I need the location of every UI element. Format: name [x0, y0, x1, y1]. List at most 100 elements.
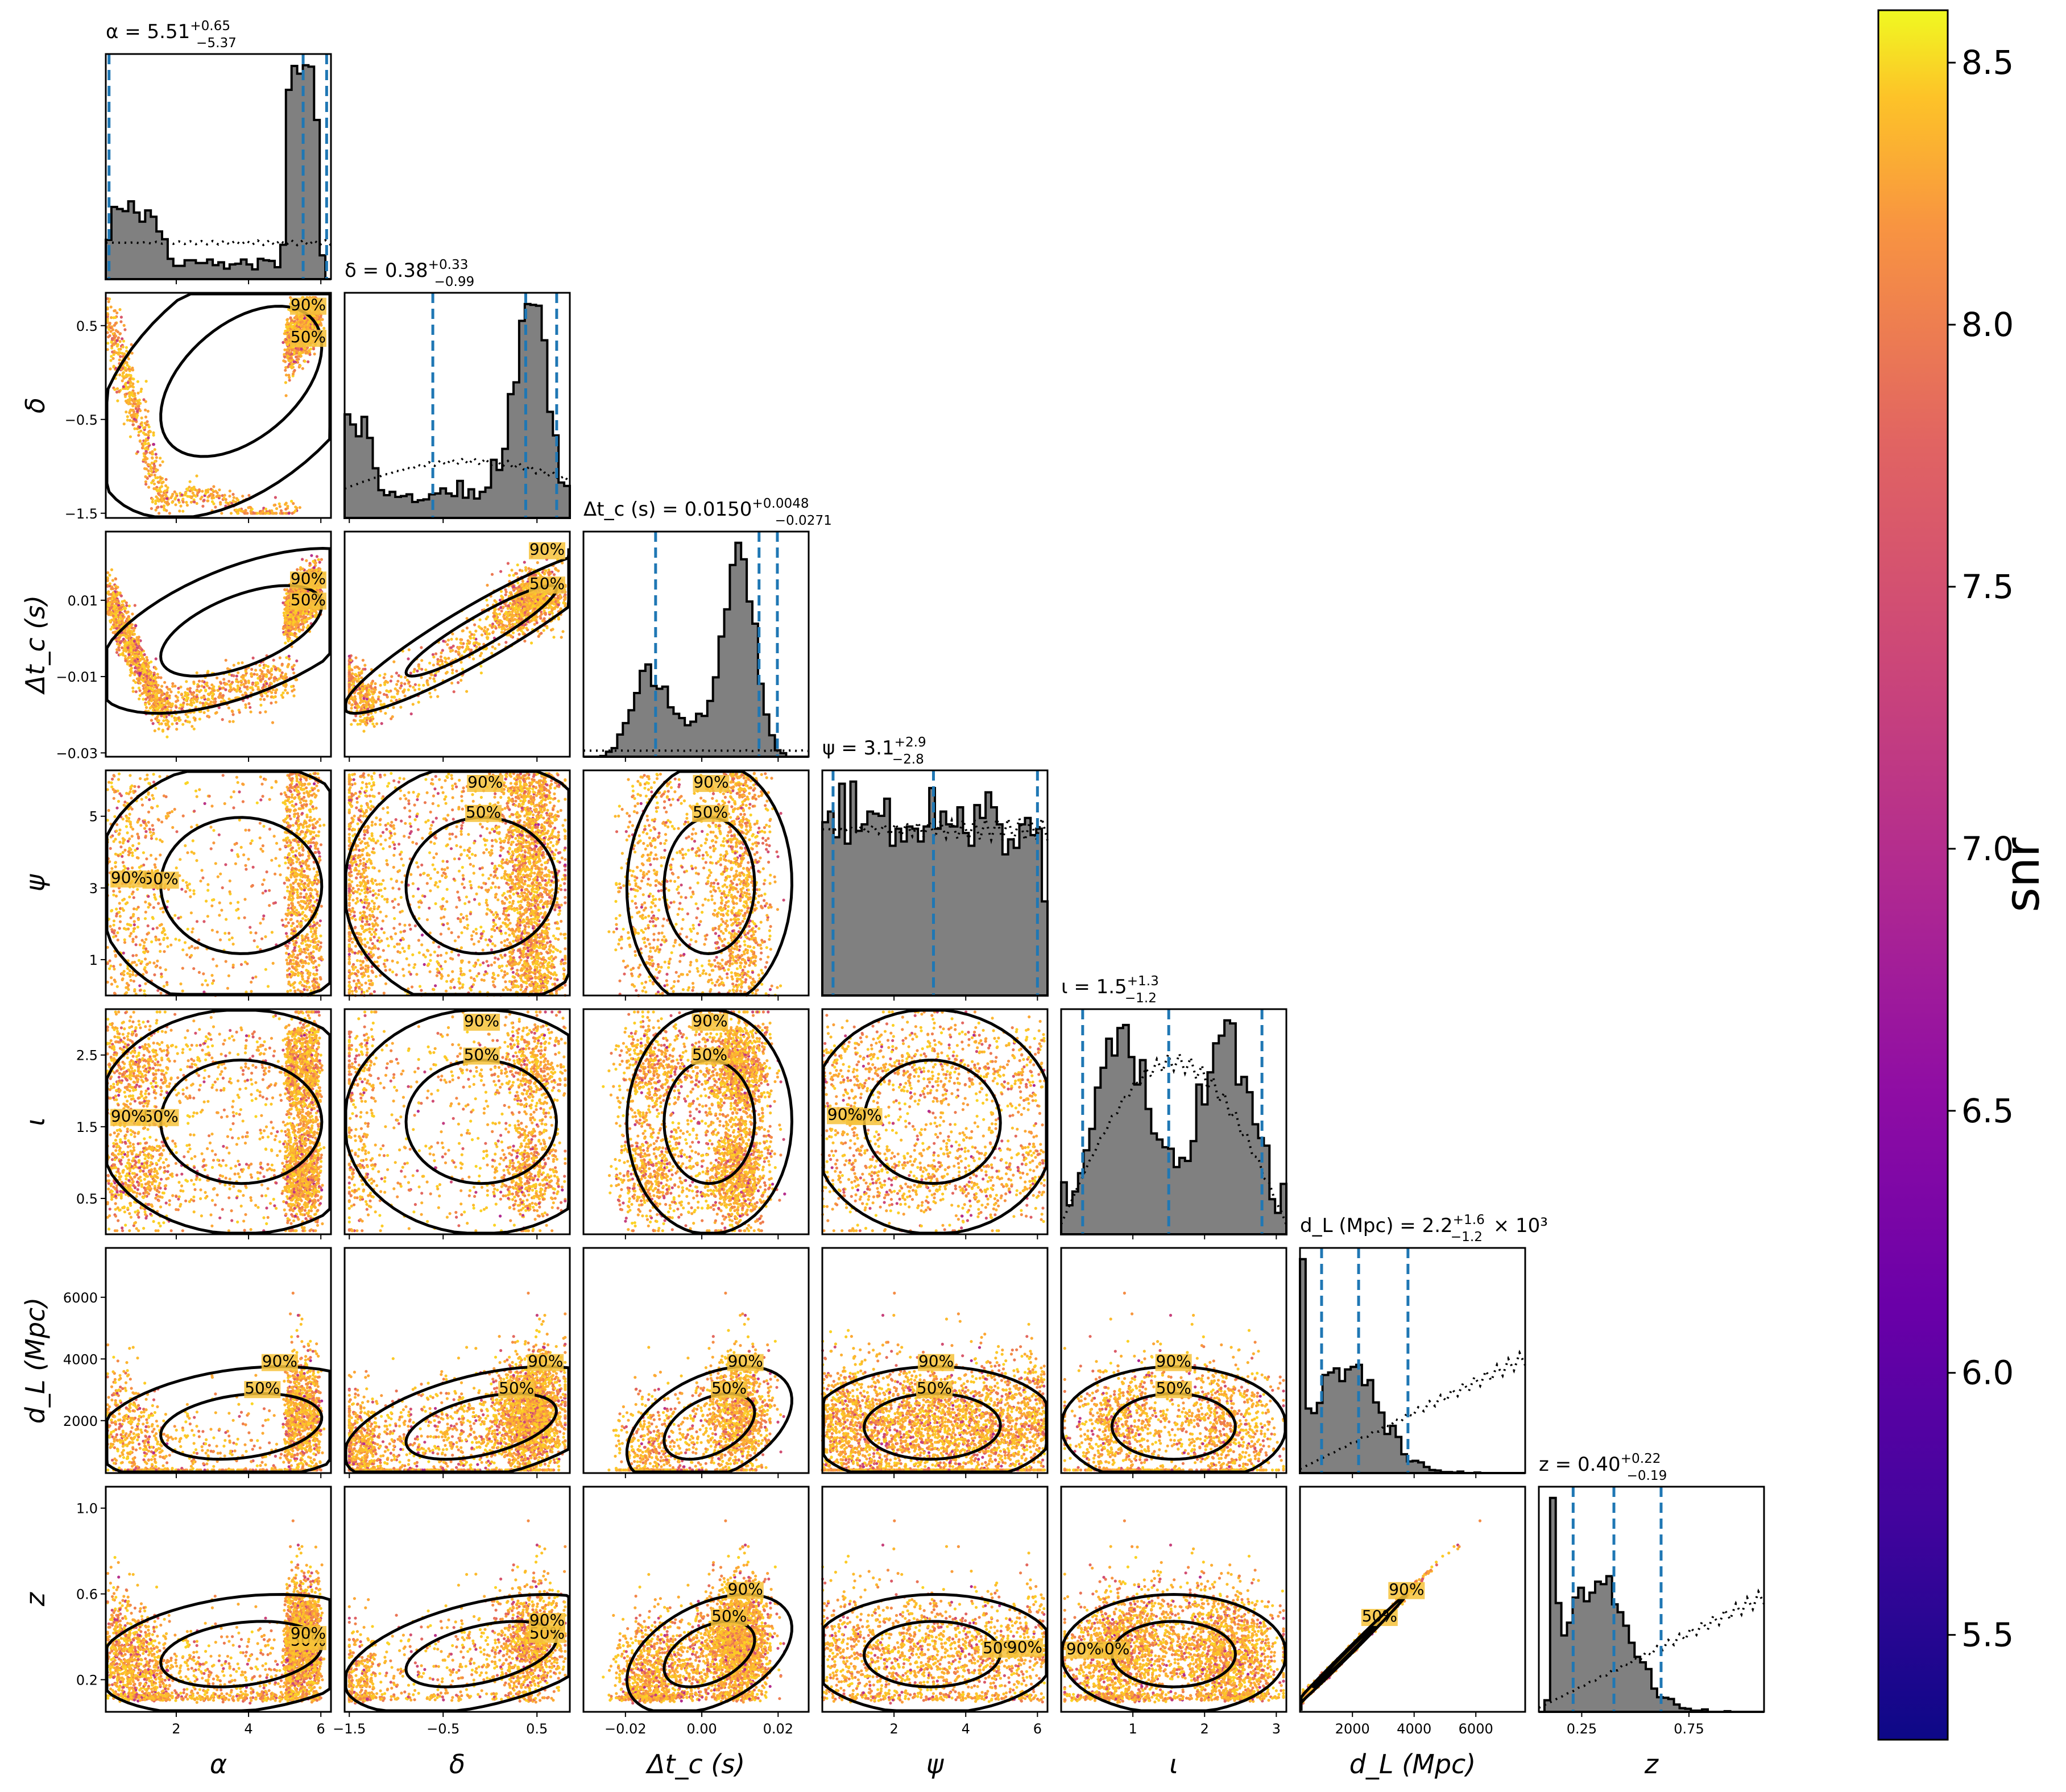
- sample-point: [206, 698, 209, 702]
- sample-point: [237, 661, 240, 665]
- sample-point: [134, 659, 137, 662]
- sample-point: [287, 512, 291, 515]
- sample-point: [307, 360, 310, 364]
- sample-point: [108, 334, 111, 338]
- sample-point: [295, 355, 298, 359]
- sample-point: [163, 497, 166, 500]
- sample-point: [112, 353, 115, 356]
- sample-point: [119, 617, 123, 621]
- sample-point: [155, 469, 158, 472]
- sample-point: [256, 687, 260, 691]
- sample-point: [113, 309, 117, 312]
- sample-point: [284, 674, 287, 678]
- sample-point: [177, 498, 180, 502]
- sample-point: [188, 480, 192, 483]
- sample-point: [284, 368, 287, 372]
- sample-point: [270, 702, 273, 705]
- sample-point: [115, 602, 118, 605]
- sample-point: [201, 679, 204, 683]
- sample-point: [143, 426, 147, 429]
- sample-point: [144, 483, 148, 486]
- sample-point: [139, 652, 143, 656]
- sample-point: [148, 686, 152, 690]
- sample-point: [288, 376, 291, 379]
- sample-point: [178, 509, 181, 513]
- sample-point: [123, 393, 127, 396]
- sample-point: [195, 689, 198, 692]
- sample-point: [231, 713, 235, 716]
- sample-point: [160, 485, 163, 488]
- sample-point: [152, 443, 155, 446]
- sample-point: [313, 352, 316, 356]
- sample-point: [158, 488, 162, 491]
- sample-point: [208, 494, 211, 497]
- sample-point: [136, 403, 139, 406]
- sample-point: [154, 487, 157, 491]
- sample-point: [118, 611, 122, 614]
- sample-point: [250, 512, 253, 515]
- sample-point: [188, 720, 191, 724]
- sample-point: [266, 512, 270, 515]
- panel-dtc-delta: 50%90%: [343, 530, 571, 762]
- sample-point: [309, 616, 313, 619]
- sample-point: [168, 696, 171, 700]
- sample-point: [151, 722, 155, 725]
- sample-point: [123, 599, 126, 603]
- sample-point: [274, 689, 278, 692]
- sample-point: [129, 374, 133, 377]
- sample-point: [126, 415, 129, 418]
- sample-point: [150, 473, 154, 477]
- sample-point: [145, 656, 148, 659]
- sample-point: [140, 387, 143, 391]
- sample-point: [237, 671, 240, 674]
- sample-point: [228, 688, 231, 692]
- sample-point: [224, 658, 227, 662]
- sample-point: [123, 639, 127, 642]
- sample-point: [288, 620, 292, 624]
- sample-point: [285, 592, 288, 595]
- sample-point: [165, 509, 168, 512]
- sample-point: [268, 671, 271, 674]
- sample-point: [152, 467, 155, 470]
- sample-point: [139, 681, 142, 685]
- sample-point: [161, 693, 165, 696]
- sample-point: [152, 431, 155, 434]
- sample-point: [173, 497, 177, 501]
- sample-point: [118, 358, 121, 362]
- sample-point: [162, 719, 165, 723]
- sample-point: [122, 422, 126, 426]
- sample-point: [136, 450, 139, 454]
- sample-point: [228, 490, 231, 493]
- sample-point: [144, 415, 148, 419]
- sample-point: [112, 342, 115, 346]
- sample-point: [262, 666, 266, 670]
- sample-point: [220, 512, 223, 515]
- sample-point: [154, 680, 158, 683]
- sample-point: [240, 675, 243, 679]
- sample-point: [291, 372, 295, 376]
- sample-point: [259, 679, 262, 682]
- sample-point: [318, 561, 321, 564]
- sample-point: [287, 329, 290, 332]
- sample-point: [270, 695, 273, 699]
- histogram-delta: [343, 302, 571, 519]
- sample-point: [111, 357, 115, 360]
- sample-point: [109, 305, 113, 309]
- sample-point: [206, 490, 209, 494]
- sample-point: [111, 332, 115, 335]
- sample-point: [310, 554, 313, 557]
- sample-point: [119, 653, 122, 656]
- sample-point: [153, 729, 156, 732]
- sample-point: [175, 721, 179, 725]
- sample-point: [150, 470, 153, 473]
- sample-point: [126, 418, 129, 422]
- sample-point: [158, 722, 162, 725]
- sample-point: [169, 690, 173, 694]
- sample-point: [231, 710, 234, 714]
- sample-point: [115, 339, 119, 342]
- sample-point: [116, 330, 119, 334]
- sample-point: [110, 568, 114, 571]
- sample-point: [140, 648, 144, 652]
- sample-point: [106, 342, 110, 345]
- sample-point: [112, 607, 115, 610]
